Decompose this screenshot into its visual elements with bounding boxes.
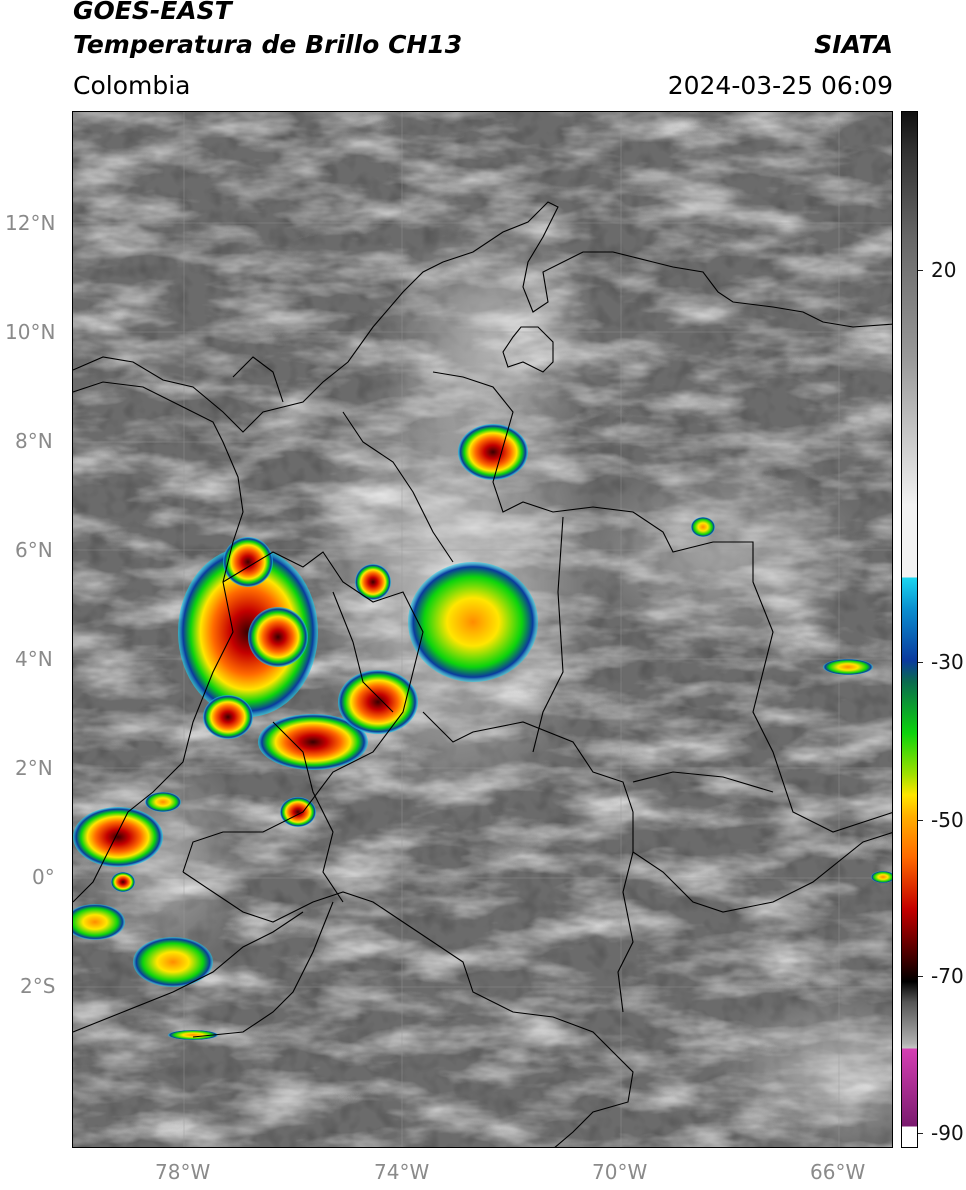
- colorbar-label-minus50: -50: [931, 808, 964, 832]
- colorbar-tick: [918, 270, 923, 271]
- lon-label-66W: 66°W: [810, 1160, 866, 1184]
- lon-label-70W: 70°W: [592, 1160, 648, 1184]
- colorbar: [901, 111, 918, 1148]
- colorbar-label-20: 20: [931, 258, 957, 282]
- lat-label-2N: 2°N: [15, 756, 53, 780]
- lat-label-10N: 10°N: [5, 320, 56, 344]
- colorbar-label-minus70: -70: [931, 964, 964, 988]
- source-label: SIATA: [814, 30, 893, 59]
- colorbar-tick: [918, 820, 923, 821]
- lat-label-2S: 2°S: [20, 974, 56, 998]
- lat-label-4N: 4°N: [15, 647, 53, 671]
- colorbar-tick: [918, 1133, 923, 1134]
- colorbar-label-minus90: -90: [931, 1121, 964, 1145]
- satellite-map[interactable]: [72, 111, 893, 1148]
- datetime-label: 2024-03-25 06:09: [667, 71, 893, 100]
- lon-label-78W: 78°W: [155, 1160, 211, 1184]
- map-svg: [73, 112, 892, 1147]
- colorbar-tick: [918, 662, 923, 663]
- region-label: Colombia: [73, 71, 191, 100]
- lat-label-6N: 6°N: [15, 538, 53, 562]
- lat-label-0: 0°: [32, 865, 55, 889]
- colorbar-label-minus30: -30: [931, 650, 964, 674]
- storm-cells: [73, 424, 892, 1040]
- lon-label-74W: 74°W: [374, 1160, 430, 1184]
- product-title: Temperatura de Brillo CH13: [73, 30, 463, 59]
- satellite-title: GOES-EAST: [73, 0, 232, 25]
- borders: [73, 201, 892, 1147]
- colorbar-tick: [918, 976, 923, 977]
- lat-label-8N: 8°N: [15, 429, 53, 453]
- lat-label-12N: 12°N: [5, 211, 56, 235]
